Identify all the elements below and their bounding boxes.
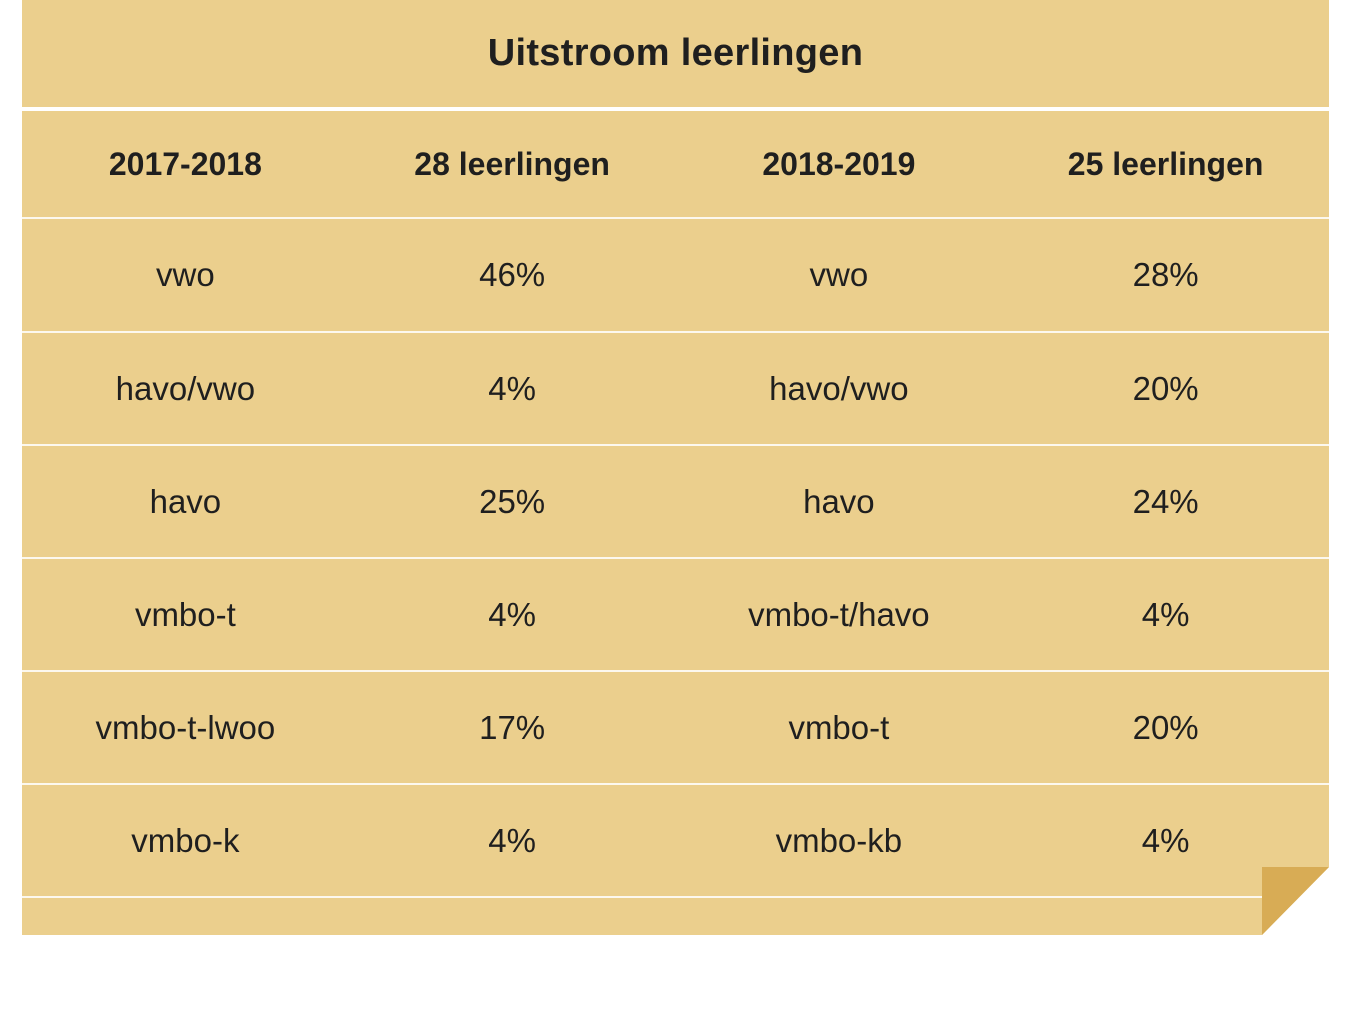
header-year-2: 2018-2019	[762, 145, 916, 182]
percent-2018: 4%	[1141, 822, 1190, 859]
level-2018: vwo	[809, 256, 869, 293]
title-divider	[22, 107, 1329, 111]
level-2018: vmbo-kb	[775, 822, 903, 859]
row-divider	[22, 217, 1329, 219]
percent-2018: 20%	[1132, 370, 1199, 407]
outflow-table-card: Uitstroom leerlingen 2017-2018 28 leerli…	[22, 0, 1329, 935]
level-2017: vmbo-t	[134, 596, 236, 633]
level-2017: vmbo-k	[131, 822, 240, 859]
level-2018: vmbo-t	[788, 709, 890, 746]
row-divider	[22, 557, 1329, 559]
table-title: Uitstroom leerlingen	[487, 32, 864, 74]
table-row: vwo 46% vwo 28%	[22, 219, 1329, 331]
level-2017: havo	[149, 483, 222, 520]
percent-2018: 24%	[1132, 483, 1199, 520]
level-2017: havo/vwo	[115, 370, 256, 407]
level-2018: havo	[803, 483, 875, 520]
level-2018: vmbo-t/havo	[748, 596, 930, 633]
row-divider	[22, 670, 1329, 672]
row-divider	[22, 444, 1329, 446]
percent-2017: 4%	[488, 596, 536, 633]
row-divider	[22, 331, 1329, 333]
header-year-1: 2017-2018	[108, 145, 262, 182]
table-row: havo 25% havo 24%	[22, 446, 1329, 558]
row-divider	[22, 783, 1329, 785]
level-2018: havo/vwo	[769, 370, 909, 407]
table-row: vmbo-k 4% vmbo-kb 4%	[22, 785, 1329, 897]
percent-2018: 28%	[1132, 256, 1199, 293]
table-row: vmbo-t-lwoo 17% vmbo-t 20%	[22, 672, 1329, 784]
percent-2018: 4%	[1141, 596, 1190, 633]
percent-2017: 4%	[488, 370, 536, 407]
table-row: havo/vwo 4% havo/vwo 20%	[22, 333, 1329, 445]
percent-2017: 46%	[479, 256, 546, 293]
table-header-row: 2017-2018 28 leerlingen 2018-2019 25 lee…	[22, 111, 1329, 217]
percent-2018: 20%	[1132, 709, 1199, 746]
level-2017: vwo	[156, 256, 215, 293]
header-count-1: 28 leerlingen	[414, 145, 610, 182]
percent-2017: 17%	[479, 709, 546, 746]
page-curl-fold	[1262, 867, 1329, 935]
row-divider	[22, 896, 1329, 898]
percent-2017: 4%	[488, 822, 536, 859]
percent-2017: 25%	[479, 483, 546, 520]
header-count-2: 25 leerlingen	[1067, 145, 1264, 182]
table-row: vmbo-t 4% vmbo-t/havo 4%	[22, 559, 1329, 671]
level-2017: vmbo-t-lwoo	[95, 709, 276, 746]
